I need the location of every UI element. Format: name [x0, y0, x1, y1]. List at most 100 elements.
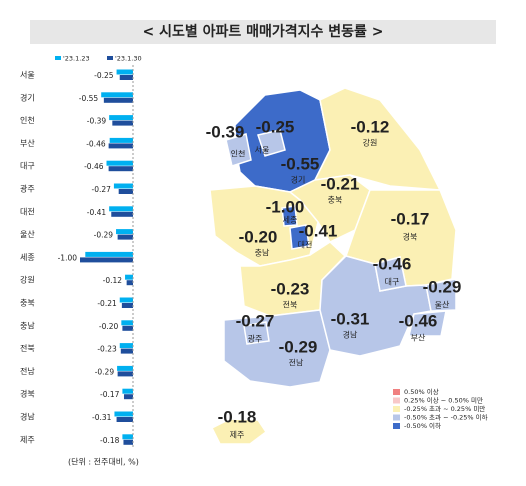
value-label: -0.39 — [87, 117, 107, 126]
map-value-label: -0.29 — [423, 277, 462, 296]
map-legend-label: -0.50% 이하 — [404, 421, 441, 430]
map-legend-swatch — [393, 414, 400, 421]
map-region — [257, 129, 286, 157]
map-region-name: 강원 — [363, 138, 378, 148]
category-label: 인천 — [20, 115, 35, 125]
category-label: 경북 — [20, 389, 35, 399]
category-label: 제주 — [20, 435, 35, 444]
bar — [114, 411, 133, 417]
map-value-label: -0.29 — [279, 337, 318, 356]
map-region-name: 경북 — [403, 232, 418, 242]
bar — [103, 97, 133, 103]
bar — [125, 274, 133, 280]
category-label: 충남 — [20, 321, 35, 330]
map-value-label: -0.17 — [391, 209, 430, 228]
map-region-name: 경기 — [291, 175, 306, 185]
category-label: 울산 — [20, 229, 35, 239]
value-label: -0.20 — [99, 322, 119, 331]
value-label: -0.25 — [94, 71, 114, 80]
value-label: -1.00 — [58, 253, 78, 262]
category-label: 대전 — [20, 206, 35, 216]
bar — [123, 394, 133, 400]
map-value-label: -0.39 — [206, 122, 245, 141]
map-value-label: -0.46 — [373, 254, 412, 273]
map-region — [289, 224, 310, 250]
category-label: 경기 — [20, 92, 35, 102]
value-label: -0.17 — [100, 390, 120, 399]
bar — [117, 365, 133, 371]
bar — [109, 115, 133, 121]
bar — [122, 325, 133, 331]
map-legend-label: 0.50% 이상 — [404, 387, 439, 396]
value-label: -0.12 — [103, 276, 123, 285]
value-label: -0.55 — [79, 94, 99, 103]
bar — [117, 234, 133, 240]
unit-note: (단위 : 전주대비, %) — [68, 457, 139, 467]
map-region-name: 제주 — [230, 431, 245, 440]
bar — [116, 69, 133, 75]
map-value-label: -0.20 — [239, 227, 278, 246]
map-value-label: -0.12 — [351, 117, 390, 136]
map-value-label: -0.31 — [331, 309, 370, 328]
map-legend-swatch — [393, 397, 400, 404]
value-label: -0.41 — [87, 208, 107, 217]
value-label: -0.46 — [84, 162, 104, 171]
category-label: 강원 — [20, 275, 35, 285]
map-region — [313, 87, 442, 191]
map-value-label: -1.00 — [266, 197, 305, 216]
map-legend-label: -0.50% 초과 ~ -0.25% 이하 — [404, 413, 488, 422]
map-region-name: 부산 — [411, 333, 426, 343]
map-region — [281, 205, 298, 227]
bar — [121, 303, 133, 308]
map-value-label: -0.27 — [236, 311, 275, 330]
bar — [113, 183, 133, 189]
bar — [122, 388, 133, 394]
map-value-label: -0.18 — [218, 407, 257, 426]
bar — [106, 160, 133, 166]
category-label: 서울 — [20, 71, 35, 80]
map-region — [408, 310, 447, 337]
map-region — [225, 133, 252, 167]
bar — [117, 371, 133, 377]
bar — [120, 348, 133, 354]
bar — [116, 229, 133, 235]
map-region-name: 충남 — [255, 249, 270, 258]
bar — [119, 75, 133, 80]
map-region-name: 전북 — [283, 300, 298, 310]
map-legend-label: 0.25% 이상 ~ 0.50% 미만 — [404, 396, 483, 405]
map-legend-swatch — [393, 406, 400, 412]
map-value-label: -0.21 — [321, 174, 360, 193]
map-region-name: 충북 — [328, 196, 343, 205]
map-legend-swatch — [393, 423, 400, 429]
map-region-name: 대구 — [385, 278, 400, 287]
bar — [121, 320, 133, 326]
bar — [118, 189, 133, 194]
map-value-label: -0.55 — [281, 154, 320, 173]
map-value-label: -0.25 — [256, 117, 295, 136]
map-region-name: 서울 — [255, 146, 270, 155]
category-label: 세종 — [20, 253, 35, 262]
legend-swatch — [107, 56, 113, 60]
map-region-name: 세종 — [283, 216, 298, 225]
bar — [80, 257, 133, 263]
category-label: 부산 — [20, 138, 35, 148]
bar — [108, 166, 133, 172]
map-region-name: 경남 — [343, 330, 358, 340]
bar — [101, 92, 133, 98]
legend-label: '23.1.23 — [63, 55, 90, 63]
bar — [119, 343, 133, 349]
value-label: -0.29 — [94, 231, 114, 240]
bar — [119, 297, 133, 303]
value-label: -0.31 — [92, 413, 112, 422]
bar — [123, 439, 133, 445]
map-region-name: 전남 — [289, 358, 304, 368]
category-label: 경남 — [20, 412, 35, 422]
category-label: 광주 — [20, 184, 35, 194]
map-region-name: 광주 — [248, 334, 263, 344]
bar — [112, 120, 133, 126]
map-region — [243, 321, 270, 345]
map-region-name: 울산 — [435, 300, 450, 310]
map-region — [374, 256, 407, 292]
value-label: -0.27 — [92, 185, 112, 194]
chart-title: < 시도별 아파트 매매가격지수 변동률 > — [142, 23, 383, 40]
